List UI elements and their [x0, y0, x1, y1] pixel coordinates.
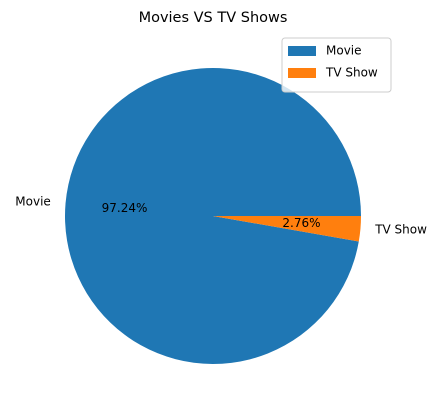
slice-label: TV Show — [374, 223, 427, 237]
chart-title: Movies VS TV Shows — [139, 10, 288, 26]
legend-swatch — [288, 46, 316, 56]
legend-swatch — [288, 68, 316, 78]
value-label: 97.24% — [102, 201, 148, 215]
legend-label: TV Show — [325, 66, 378, 80]
pie-slice — [65, 67, 362, 364]
legend: Movie TV Show — [281, 37, 392, 93]
pie-slice — [213, 216, 361, 242]
value-label: 2.76% — [282, 216, 320, 230]
legend-label: Movie — [326, 44, 362, 58]
slice-label: Movie — [15, 194, 51, 208]
